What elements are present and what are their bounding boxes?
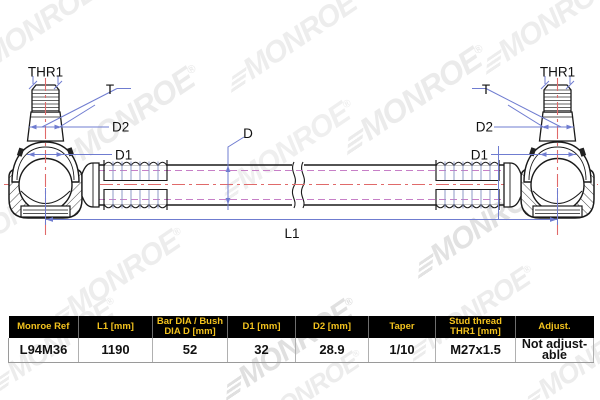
label-d2-right: D2 [476, 120, 493, 135]
label-thr1-right: THR1 [540, 65, 575, 80]
label-thr1-left: THR1 [28, 65, 63, 80]
header-taper: Taper [368, 316, 436, 338]
label-d1-left: D1 [115, 148, 132, 163]
header-adjust: Adjust. [515, 316, 594, 338]
spec-table: Monroe Ref L1 [mm] Bar DIA / Bush DIA D … [8, 316, 594, 363]
label-t-left: T [106, 82, 114, 97]
dimension-labels: THR1 THR1 T T D2 D2 D1 D1 D L1 [28, 65, 575, 242]
break-line [291, 161, 296, 209]
value-bar-dia: 52 [152, 338, 228, 363]
right-ball-joint [435, 77, 595, 239]
label-t-right: T [482, 82, 490, 97]
value-d2: 28.9 [295, 338, 369, 363]
label-l1: L1 [284, 226, 299, 241]
monroe-chevron-icon [0, 369, 10, 395]
left-ball-joint [8, 77, 168, 239]
monroe-chevron-icon [527, 387, 541, 400]
header-monroe-ref: Monroe Ref [8, 316, 79, 338]
spec-table-header-row: Monroe Ref L1 [mm] Bar DIA / Bush DIA D … [8, 316, 594, 338]
header-bar-dia: Bar DIA / Bush DIA D [mm] [152, 316, 228, 338]
value-stud-thread: M27x1.5 [435, 338, 516, 363]
value-taper: 1/10 [368, 338, 436, 363]
header-d2: D2 [mm] [295, 316, 369, 338]
value-adjust: Not adjust- able [515, 337, 594, 363]
monroe-chevron-icon [226, 375, 242, 400]
value-monroe-ref: L94M36 [8, 338, 79, 363]
label-d: D [243, 126, 253, 141]
header-d1: D1 [mm] [227, 316, 296, 338]
spec-table-value-row: L94M36 1190 52 32 28.9 1/10 M27x1.5 Not … [8, 337, 594, 363]
header-stud-thread: Stud thread THR1 [mm] [435, 316, 516, 338]
header-l1: L1 [mm] [78, 316, 153, 338]
drag-link-technical-drawing: THR1 THR1 T T D2 D2 D1 D1 D L1 [4, 65, 598, 242]
dimension-lines [27, 76, 576, 225]
value-d1: 32 [227, 338, 296, 363]
break-line [300, 161, 305, 209]
label-d1-right: D1 [471, 148, 488, 163]
dimension-arrows [28, 124, 575, 222]
label-d2-left: D2 [112, 120, 129, 135]
value-l1: 1190 [78, 338, 153, 363]
